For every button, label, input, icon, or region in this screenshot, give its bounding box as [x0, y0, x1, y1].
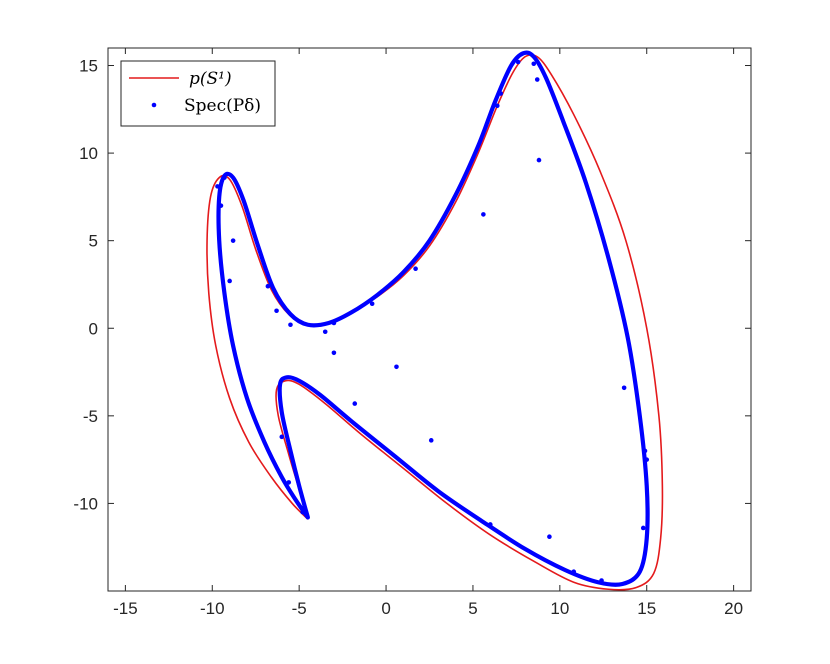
spectrum-point: [288, 322, 293, 328]
spectrum-point: [286, 480, 292, 485]
spectrum-point: [547, 534, 552, 539]
spectrum-point: [428, 438, 434, 443]
spectrum-point: [644, 457, 650, 462]
legend: p(S¹) Spec(Pδ): [120, 60, 276, 127]
y-tick-label: -10: [73, 494, 98, 513]
legend-box: [120, 60, 276, 127]
y-tick-label: 10: [79, 144, 98, 163]
spectrum-point: [488, 522, 493, 527]
plot-area: -15 -10 -5 0 5 10 15 20 -10 -5 0 5 10 15: [73, 47, 752, 618]
spectrum-point: [331, 350, 337, 356]
spectrum-point: [227, 278, 232, 284]
spectrum-point: [300, 509, 305, 515]
spectrum-point: [331, 320, 337, 326]
spectrum-point: [621, 385, 627, 391]
spectrum-point: [531, 61, 537, 67]
spectrum-point: [599, 578, 604, 583]
spectrum-point: [274, 308, 279, 314]
legend-curve-label: p(S¹): [189, 69, 232, 89]
spectrum-point: [494, 103, 500, 109]
x-tick-label: 5: [468, 599, 477, 618]
spectrum-point: [322, 329, 328, 335]
spectrum-point: [222, 175, 227, 180]
legend-points-swatch: [151, 102, 157, 108]
series-thick-spectrum-curve: [216, 50, 650, 587]
x-tick-label: -10: [200, 599, 225, 618]
spectrum-point: [515, 59, 521, 65]
spectrum-point: [394, 364, 399, 370]
spectrum-point: [265, 283, 271, 289]
spectrum-point: [352, 401, 358, 406]
spectrum-point: [481, 212, 486, 217]
y-tick-label: 15: [79, 57, 98, 76]
spectrum-point: [218, 203, 224, 208]
series-layer: [206, 50, 664, 591]
spectrum-point: [534, 77, 540, 82]
spectrum-point: [230, 238, 236, 243]
ticks: -15 -10 -5 0 5 10 15 20 -10 -5 0 5 10 15: [73, 48, 751, 618]
spectrum-point: [498, 91, 504, 96]
x-tick-label: 0: [381, 599, 390, 618]
x-tick-label: 20: [724, 599, 743, 618]
legend-points-label: Spec(Pδ): [184, 96, 261, 116]
spectrum-point: [413, 266, 418, 272]
y-tick-label: 5: [89, 232, 98, 251]
x-tick-label: 10: [550, 599, 569, 618]
spectrum-point: [642, 448, 648, 454]
spectrum-point: [640, 525, 646, 531]
x-tick-label: -15: [113, 599, 138, 618]
spectrum-point: [215, 184, 220, 189]
y-tick-label: -5: [83, 407, 98, 426]
spectrum-point: [571, 569, 577, 575]
spectrum-point: [279, 434, 285, 440]
x-tick-label: -5: [292, 599, 307, 618]
spectrum-point: [536, 157, 542, 163]
spectrum-point: [369, 301, 375, 307]
axes-box: [107, 47, 752, 592]
y-tick-label: 0: [89, 319, 98, 338]
x-tick-label: 15: [637, 599, 656, 618]
